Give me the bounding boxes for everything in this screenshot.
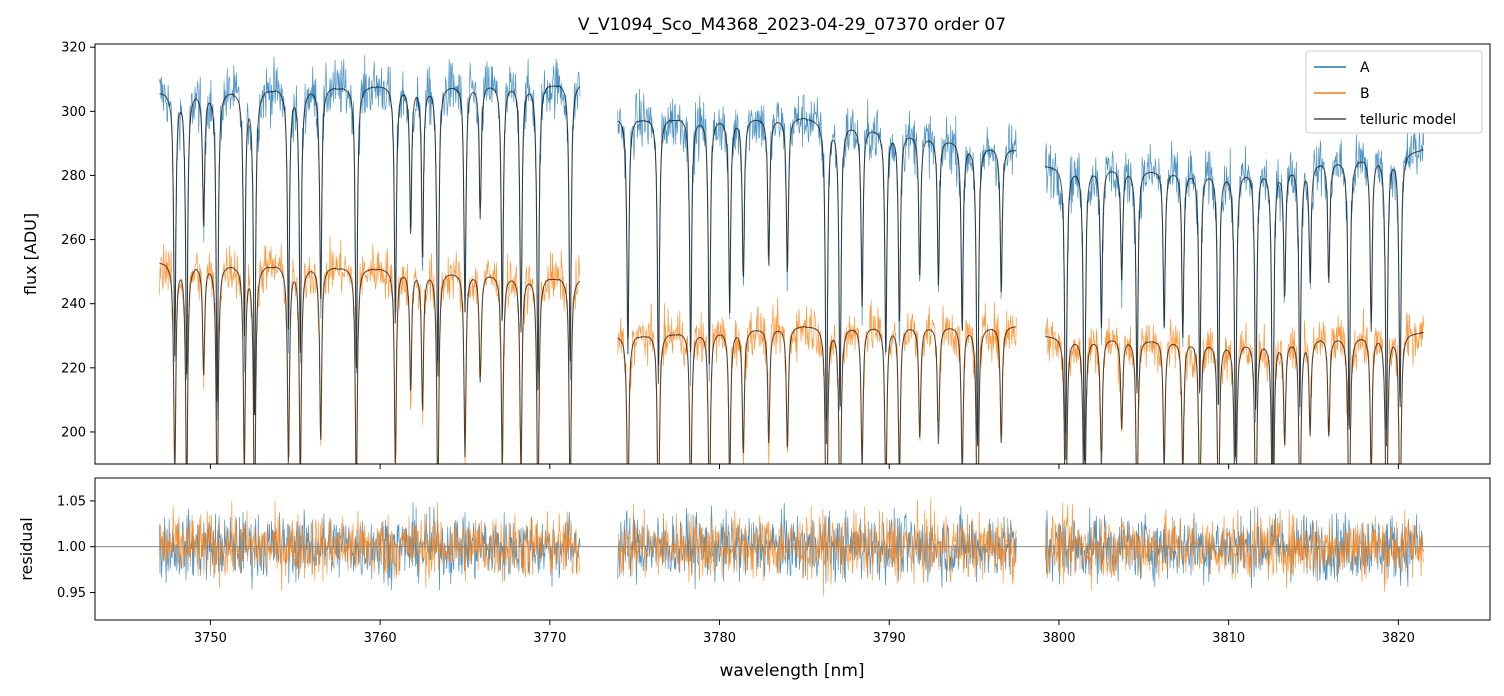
residual-y-tick-label: 1.00	[57, 540, 86, 555]
flux-series-group	[159, 55, 1424, 464]
residual-x-tick-label: 3800	[1042, 631, 1075, 646]
flux-panel: 200 220 240 260 280 300 320 flux [ADU] A B tel…	[21, 41, 1491, 469]
legend-frame	[1305, 50, 1483, 134]
flux-y-tick-label: 320	[61, 41, 86, 56]
legend-label-telluric-model: telluric model	[1360, 112, 1456, 128]
residual-x-tick-label: 3750	[194, 631, 227, 646]
flux-y-tick-label: 200	[61, 425, 86, 440]
flux-line-b-segment-3	[1045, 308, 1424, 464]
legend-label-a: A	[1360, 60, 1370, 76]
telluric-model-line-a-segment-2	[617, 117, 1017, 447]
residual-line-b-segment-1	[159, 500, 581, 591]
flux-y-ticks: 200 220 240 260 280 300 320	[61, 41, 95, 440]
residual-x-tick-label: 3760	[364, 631, 397, 646]
telluric-model-line-b-segment-3	[1044, 332, 1424, 464]
residual-y-ticks: 0.95 1.00 1.05	[57, 494, 95, 601]
residual-line-b-segment-3	[1045, 502, 1424, 592]
flux-y-tick-label: 240	[61, 297, 86, 312]
telluric-model-line-a-segment-3	[1044, 149, 1424, 464]
telluric-model-line-b-segment-2	[617, 326, 1017, 464]
flux-line-a-segment-1	[159, 55, 581, 421]
telluric-model-line-a-segment-1	[159, 85, 581, 416]
residual-series-group	[95, 498, 1490, 596]
residual-line-a-segment-3	[1045, 507, 1424, 589]
residual-plot-frame	[94, 477, 1491, 621]
telluric-model-line-b-segment-1	[159, 262, 581, 464]
residual-x-ticks: 3750 3760 3770 3780 3790 3800 3810 3820	[194, 620, 1415, 646]
residual-panel: 0.95 1.00 1.05 3750 3760 3770 3780 3790 3800 381…	[17, 477, 1491, 681]
flux-line-a-segment-2	[617, 88, 1017, 445]
residual-line-b-segment-2	[617, 498, 1017, 596]
legend: A B telluric model	[1305, 50, 1483, 134]
flux-y-tick-label: 300	[61, 105, 86, 120]
residual-y-axis-label: residual	[17, 517, 36, 580]
residual-x-tick-label: 3770	[533, 631, 566, 646]
residual-x-tick-label: 3790	[873, 631, 906, 646]
chart-title: V_V1094_Sco_M4368_2023-04-29_07370 order…	[578, 15, 1006, 35]
residual-x-tick-label: 3810	[1212, 631, 1245, 646]
residual-x-tick-label: 3820	[1382, 631, 1415, 646]
residual-x-tick-label: 3780	[703, 631, 736, 646]
flux-x-ticks	[209, 464, 1399, 469]
flux-plot-frame	[94, 43, 1491, 465]
residual-y-tick-label: 1.05	[57, 494, 86, 509]
flux-y-tick-label: 260	[61, 233, 86, 248]
flux-y-axis-label: flux [ADU]	[21, 213, 40, 295]
residual-y-tick-label: 0.95	[57, 586, 86, 601]
flux-y-tick-label: 280	[61, 169, 86, 184]
flux-y-tick-label: 220	[61, 361, 86, 376]
residual-x-axis-label: wavelength [nm]	[719, 661, 864, 681]
legend-label-b: B	[1360, 86, 1370, 102]
